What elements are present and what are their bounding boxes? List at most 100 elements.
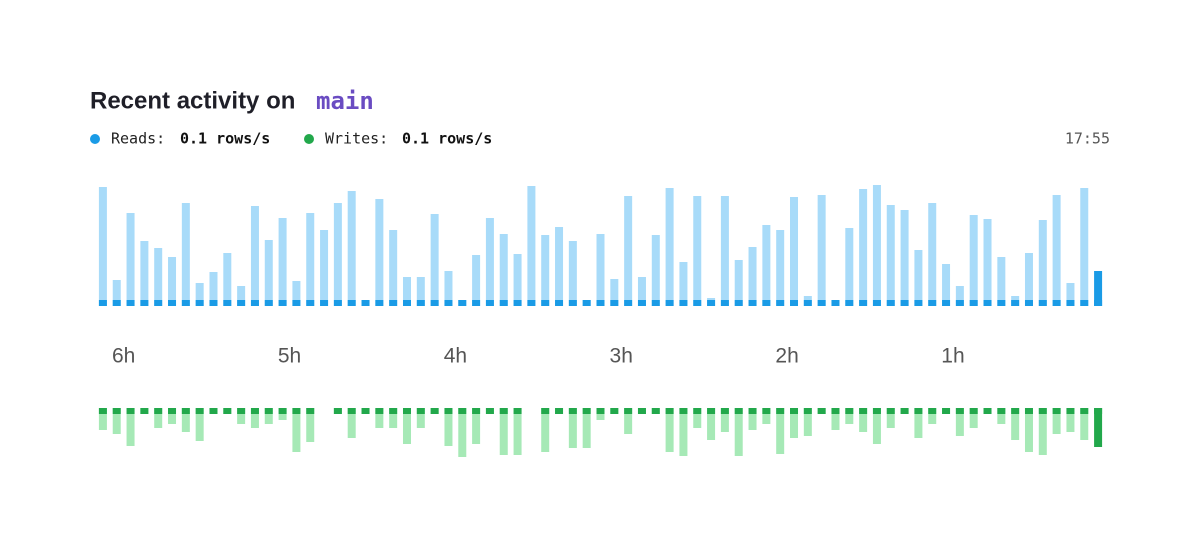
bar: [320, 230, 329, 306]
bar: [402, 277, 411, 306]
bar: [734, 260, 743, 306]
bar: [237, 286, 246, 306]
bar-base: [306, 300, 315, 306]
bar-base: [237, 408, 246, 414]
bar: [831, 408, 840, 430]
bar: [651, 235, 660, 306]
bar: [942, 264, 951, 306]
bar-base: [610, 300, 619, 306]
bar: [416, 277, 425, 306]
bar-base: [872, 408, 881, 414]
bar: [997, 408, 1006, 424]
bar: [624, 196, 633, 306]
bar: [762, 225, 771, 306]
legend-label: Reads:: [111, 130, 165, 148]
bar-base: [928, 408, 937, 414]
bar: [306, 408, 315, 442]
bar: [679, 408, 688, 456]
bar: [1024, 408, 1033, 452]
bar-base: [361, 300, 370, 306]
bar-base: [472, 300, 481, 306]
bar: [1080, 188, 1089, 306]
bar: [748, 247, 757, 306]
bar: [707, 408, 716, 440]
bar: [347, 408, 356, 438]
bar-base: [555, 300, 564, 306]
branch-name: main: [316, 87, 374, 115]
bar: [1080, 408, 1089, 440]
bar: [485, 218, 494, 306]
bar-base: [458, 300, 467, 306]
bar: [693, 408, 702, 428]
bar-base: [250, 408, 259, 414]
bar-base: [430, 300, 439, 306]
bar-base: [209, 300, 218, 306]
bar-base: [596, 300, 605, 306]
bar: [582, 408, 591, 448]
bar-base: [223, 300, 232, 306]
bar-base: [790, 300, 799, 306]
bar: [347, 191, 356, 306]
bar: [762, 408, 771, 424]
bar: [1052, 195, 1061, 306]
bar: [969, 408, 978, 428]
bar-base: [98, 408, 107, 414]
bar-base: [997, 408, 1006, 414]
bar: [776, 408, 785, 454]
bar: [983, 219, 992, 306]
bar: [499, 234, 508, 306]
bar-base: [720, 408, 729, 414]
bar-base: [665, 408, 674, 414]
bar: [1066, 283, 1075, 306]
bar-base: [748, 300, 757, 306]
bar-base: [237, 300, 246, 306]
bar: [928, 203, 937, 306]
bar-base: [541, 300, 550, 306]
bar: [292, 408, 301, 452]
bar-base: [292, 300, 301, 306]
bar-base: [983, 408, 992, 414]
bar: [665, 408, 674, 452]
bar-base: [472, 408, 481, 414]
bar-base: [375, 300, 384, 306]
bar-base: [582, 300, 591, 306]
bar: [845, 228, 854, 306]
bar-base: [1066, 408, 1075, 414]
bar-base: [541, 408, 550, 414]
bar: [845, 408, 854, 424]
bar: [955, 286, 964, 306]
bar: [444, 271, 453, 306]
bar: [181, 203, 190, 306]
bar: [665, 188, 674, 306]
bar-base: [402, 408, 411, 414]
bar: [1052, 408, 1061, 434]
bar: [416, 408, 425, 428]
bar-base: [610, 408, 619, 414]
bar-base: [665, 300, 674, 306]
bar: [306, 213, 315, 306]
bar: [195, 408, 204, 441]
bar: [637, 277, 646, 306]
bar: [1038, 220, 1047, 306]
bar: [375, 408, 384, 428]
bar-base: [126, 300, 135, 306]
bar-base: [748, 408, 757, 414]
title: Recent activity on: [90, 87, 295, 114]
bar: [969, 215, 978, 306]
bar-base: [112, 300, 121, 306]
bar: [955, 408, 964, 436]
bar-base: [928, 300, 937, 306]
bar-base: [1024, 408, 1033, 414]
bar-base: [942, 300, 951, 306]
bar: [126, 213, 135, 306]
bar-base: [1024, 300, 1033, 306]
bar-base: [886, 408, 895, 414]
bar-base: [513, 300, 522, 306]
bar-base: [333, 300, 342, 306]
bar: [389, 408, 398, 428]
bar-base: [872, 300, 881, 306]
bar: [458, 408, 467, 457]
bar: [112, 408, 121, 434]
bar: [872, 185, 881, 306]
